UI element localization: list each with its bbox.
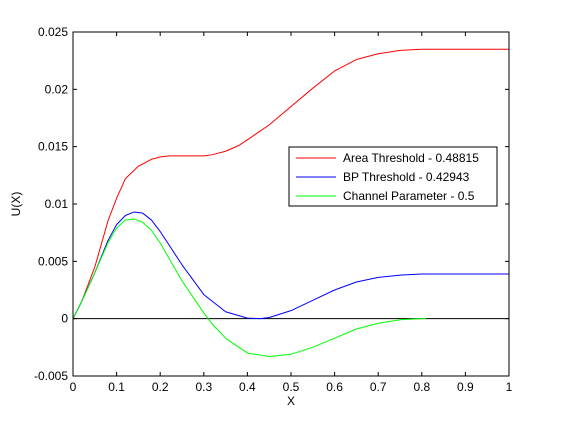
series-line-3 (72, 218, 427, 358)
x-tick-label: 0.9 (457, 380, 474, 394)
y-tick-label: 0 (61, 312, 68, 326)
legend-label-3: Channel Parameter - 0.5 (343, 189, 475, 203)
y-tick-label: 0.01 (45, 197, 69, 211)
x-tick-label: 0 (70, 380, 77, 394)
x-axis-label: X (287, 394, 295, 408)
x-tick-label: 0.5 (283, 380, 300, 394)
x-tick-label: 0.1 (108, 380, 125, 394)
y-tick-label: -0.005 (34, 369, 68, 383)
y-tick-label: 0.005 (38, 254, 68, 268)
legend-label-2: BP Threshold - 0.42943 (343, 170, 470, 184)
legend: Area Threshold - 0.48815 BP Threshold - 0… (288, 146, 498, 207)
x-tick-label: 0.8 (413, 380, 430, 394)
series-line-2 (72, 211, 509, 320)
x-tick-label: 0.2 (152, 380, 169, 394)
x-tick-label: 0.7 (370, 380, 387, 394)
x-tick-label: 0.3 (195, 380, 212, 394)
x-tick-label: 0.6 (326, 380, 343, 394)
x-tick-label: 0.4 (239, 380, 256, 394)
y-tick-label: 0.025 (38, 25, 68, 39)
legend-label-1: Area Threshold - 0.48815 (343, 151, 479, 165)
y-tick-label: 0.015 (38, 140, 68, 154)
y-tick-label: 0.02 (45, 82, 69, 96)
y-axis-label: U(X) (9, 192, 23, 217)
x-tick-label: 1 (506, 380, 513, 394)
series-line-1 (72, 48, 509, 319)
